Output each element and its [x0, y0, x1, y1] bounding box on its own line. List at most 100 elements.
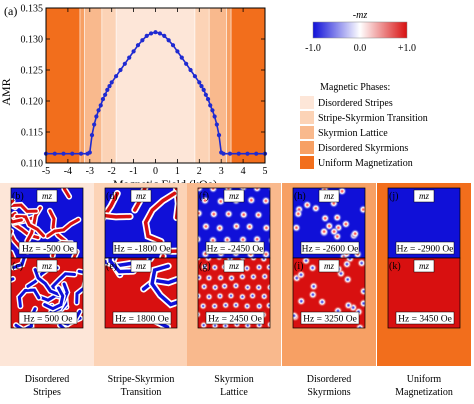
skyrmion [332, 212, 343, 223]
data-point [216, 133, 222, 138]
skyrmion [293, 209, 304, 219]
field-value: Hz = 500 Oe [24, 315, 73, 325]
snapshot-column-3: (h) mz Hz = -2600 Oe (i) mz Hz = 3250 Oe [282, 183, 376, 366]
snapshot-border [104, 257, 178, 329]
data-point [105, 87, 110, 92]
x-tick-label: -3 [86, 166, 94, 177]
data-point [78, 151, 84, 156]
skyrmion [252, 188, 262, 194]
mz-badge-text: mz [419, 261, 429, 271]
skyrmion [342, 259, 352, 269]
snapshot-column-4: (j) mz Hz = -2900 Oe (k) mz Hz = 3450 Oe [377, 183, 471, 366]
data-point [98, 103, 103, 108]
field-value: Hz = -2450 Oe [207, 245, 264, 255]
skyrmion [311, 203, 321, 214]
column-caption-line2: Magnetization [395, 387, 453, 398]
data-point [153, 30, 158, 35]
x-axis-ticks: -5 -4 -3 -2 -1 0 1 2 3 4 5 [42, 8, 268, 177]
data-point [192, 74, 198, 79]
skyrmion [308, 281, 319, 292]
skyrmion [302, 200, 313, 210]
data-point [140, 38, 145, 43]
skyrmion [267, 188, 270, 193]
skyrmion [199, 282, 209, 291]
x-tick-label: 3 [219, 166, 224, 177]
legend-swatch [300, 156, 314, 169]
skyrmion [227, 273, 236, 283]
x-tick-label: -2 [108, 166, 116, 177]
skyrmion [259, 258, 269, 264]
data-point [149, 31, 154, 36]
field-value: Hz = 3450 Oe [398, 315, 452, 325]
data-point [100, 97, 106, 102]
data-point [245, 151, 250, 156]
skyrmion [301, 258, 311, 266]
skyrmion [358, 286, 365, 297]
x-tick-label: 0 [153, 166, 158, 177]
field-box [205, 311, 265, 325]
mz-badge-text: mz [136, 191, 146, 201]
skyrmion [266, 320, 270, 328]
field-value: Hz = 3250 Oe [303, 315, 357, 325]
field-box [300, 241, 360, 255]
legend-swatch [300, 96, 314, 109]
snapshot-label: (j) [389, 191, 398, 202]
data-point [122, 61, 127, 66]
data-point [208, 103, 213, 108]
skyrmion [260, 292, 269, 301]
data-point [212, 114, 217, 119]
skyrmion [210, 263, 219, 272]
snapshot-column-1: (d) mz Hz = -1800 Oe (e) mz Hz = 1800 Oe [94, 183, 188, 366]
field-value: Hz = 2450 Oe [208, 315, 262, 325]
field-box [112, 311, 172, 325]
skyrmion [293, 222, 302, 233]
skyrmion [317, 297, 327, 307]
x-tick-label: 5 [263, 166, 268, 177]
skyrmion [231, 221, 242, 232]
skyrmion [210, 283, 220, 292]
skyrmion [358, 204, 365, 215]
data-point [197, 80, 202, 85]
column-caption-line1: Skyrmion [214, 374, 253, 385]
data-point [175, 49, 180, 54]
data-point [89, 133, 95, 138]
snapshot-label: (h) [294, 191, 306, 202]
column-caption-line2: Stripes [33, 387, 61, 398]
skyrmion [358, 298, 365, 309]
data-point [170, 43, 176, 48]
skyrmion [341, 219, 351, 229]
mz-badge [318, 259, 340, 273]
mz-badge-text: mz [229, 261, 239, 271]
skyrmion [214, 223, 225, 233]
legend-swatch [300, 111, 314, 124]
colorbar-tick-max: +1.0 [398, 43, 416, 54]
skyrmion [242, 264, 252, 273]
snapshot-label: (g) [199, 261, 211, 272]
y-tick-label: 0.110 [21, 159, 43, 170]
skyrmion [293, 310, 299, 321]
skyrmion [254, 263, 264, 272]
data-point [118, 67, 123, 73]
data-point [92, 122, 97, 127]
data-point [127, 55, 132, 60]
data-point [131, 49, 136, 54]
skyrmion [198, 234, 203, 245]
skyrmion [201, 221, 211, 232]
legend-label: Stripe-Skyrmion Transition [318, 113, 428, 124]
skyrmion [252, 234, 262, 245]
legend-label: Uniform Magnetization [318, 158, 413, 169]
mz-badge [413, 189, 435, 203]
skyrmion [249, 272, 258, 281]
field-box [395, 311, 455, 325]
snapshot-label: (f) [199, 191, 209, 202]
snapshot-border [387, 257, 461, 329]
skyrmion [198, 301, 208, 311]
y-tick-label: 0.135 [21, 4, 44, 15]
data-point [201, 87, 206, 92]
snapshot-column-2: (f) mz Hz = -2450 Oe (g) mz Hz = 2450 Oe [187, 183, 281, 366]
skyrmion [198, 258, 202, 262]
skyrmion [200, 195, 210, 206]
column-caption-line1: Disordered [307, 374, 351, 385]
skyrmion [204, 258, 213, 263]
